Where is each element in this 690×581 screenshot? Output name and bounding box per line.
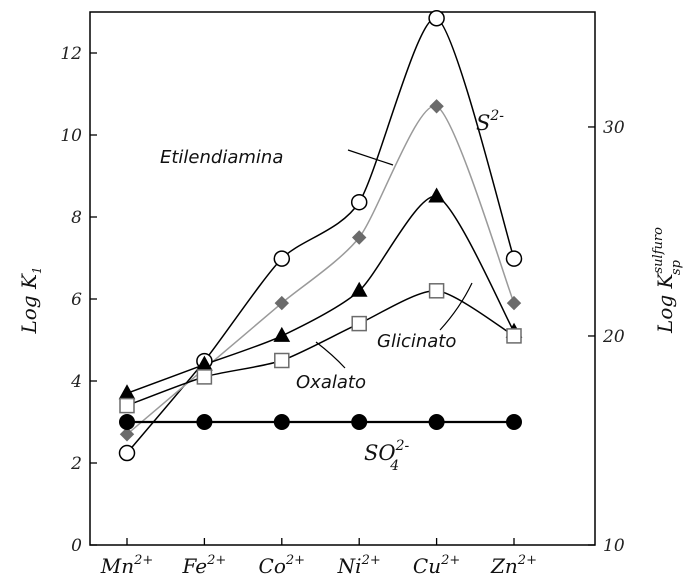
y-tick-label-left: 6	[71, 290, 82, 310]
data-point-etilendiamina	[506, 295, 522, 311]
x-tick-label: Co2+	[259, 553, 306, 578]
category-axis: Mn2+ Fe2+ Co2+ Ni2+ Cu2+ Zn2+	[100, 538, 537, 578]
label-sulfide: S2-	[476, 108, 504, 135]
x-tick-label: Fe2+	[182, 553, 227, 578]
data-point-s2	[505, 250, 523, 267]
data-point-so4-2	[273, 414, 290, 430]
label-glicinato: Glicinato	[377, 331, 456, 352]
series-markers	[118, 10, 523, 462]
y-tick-label-left: 4	[70, 372, 82, 392]
data-point-etilendiamina	[119, 427, 135, 442]
data-point-oxalato	[428, 283, 445, 299]
data-point-etilendiamina	[351, 230, 367, 245]
data-point-oxalato	[351, 315, 367, 332]
data-point-s2	[428, 10, 445, 27]
data-point-etilendiamina	[429, 99, 444, 114]
y-tick-label-right: 10	[603, 536, 625, 556]
series-line-glicinato	[126, 195, 515, 395]
data-point-so4-2	[119, 414, 135, 430]
data-point-oxalato	[196, 369, 213, 385]
label-oxalato: Oxalato	[296, 372, 366, 393]
y-tick-label-left: 2	[70, 454, 82, 474]
data-point-so4-2	[428, 414, 445, 430]
y-tick-label-left: 0	[71, 536, 82, 556]
y-tick-label-left: 10	[60, 126, 82, 146]
x-tick-label: Cu2+	[413, 553, 460, 578]
y-axis-title-right: Log Ksulfuro sp	[651, 227, 684, 334]
leader-glicinato	[439, 282, 473, 331]
y-tick-label-right: 20	[602, 327, 625, 347]
x-tick-label: Mn2+	[100, 553, 154, 578]
x-tick-label: Ni2+	[337, 553, 381, 578]
data-point-s2	[118, 444, 136, 462]
right-axis: 10 20 30	[588, 118, 625, 556]
data-point-s2	[350, 193, 368, 211]
data-point-s2	[273, 250, 291, 267]
y-tick-label-right: 30	[603, 118, 625, 138]
data-point-so4-2	[506, 414, 522, 430]
data-point-etilendiamina	[274, 295, 290, 311]
y-axis-title-left: Log K1	[17, 266, 44, 334]
y-tick-label-left: 12	[60, 44, 82, 64]
label-etilendiamina: Etilendiamina	[160, 147, 283, 168]
data-point-oxalato	[506, 328, 522, 344]
data-point-glicinato	[273, 326, 291, 342]
data-point-glicinato	[428, 187, 445, 203]
leader-oxalato	[315, 341, 346, 369]
data-point-oxalato	[119, 397, 135, 414]
plot-frame	[89, 11, 596, 546]
label-sulfate: SO2-4	[364, 438, 410, 474]
x-tick-label: Zn2+	[490, 553, 537, 578]
y-tick-label-left: 8	[71, 208, 82, 228]
data-point-glicinato	[350, 281, 368, 297]
data-point-so4-2	[196, 414, 213, 430]
left-axis: 0 2 4 6 8 10 12	[60, 44, 97, 556]
data-point-so4-2	[351, 414, 368, 430]
data-point-oxalato	[274, 352, 290, 369]
leader-etilendiamina	[347, 149, 394, 166]
